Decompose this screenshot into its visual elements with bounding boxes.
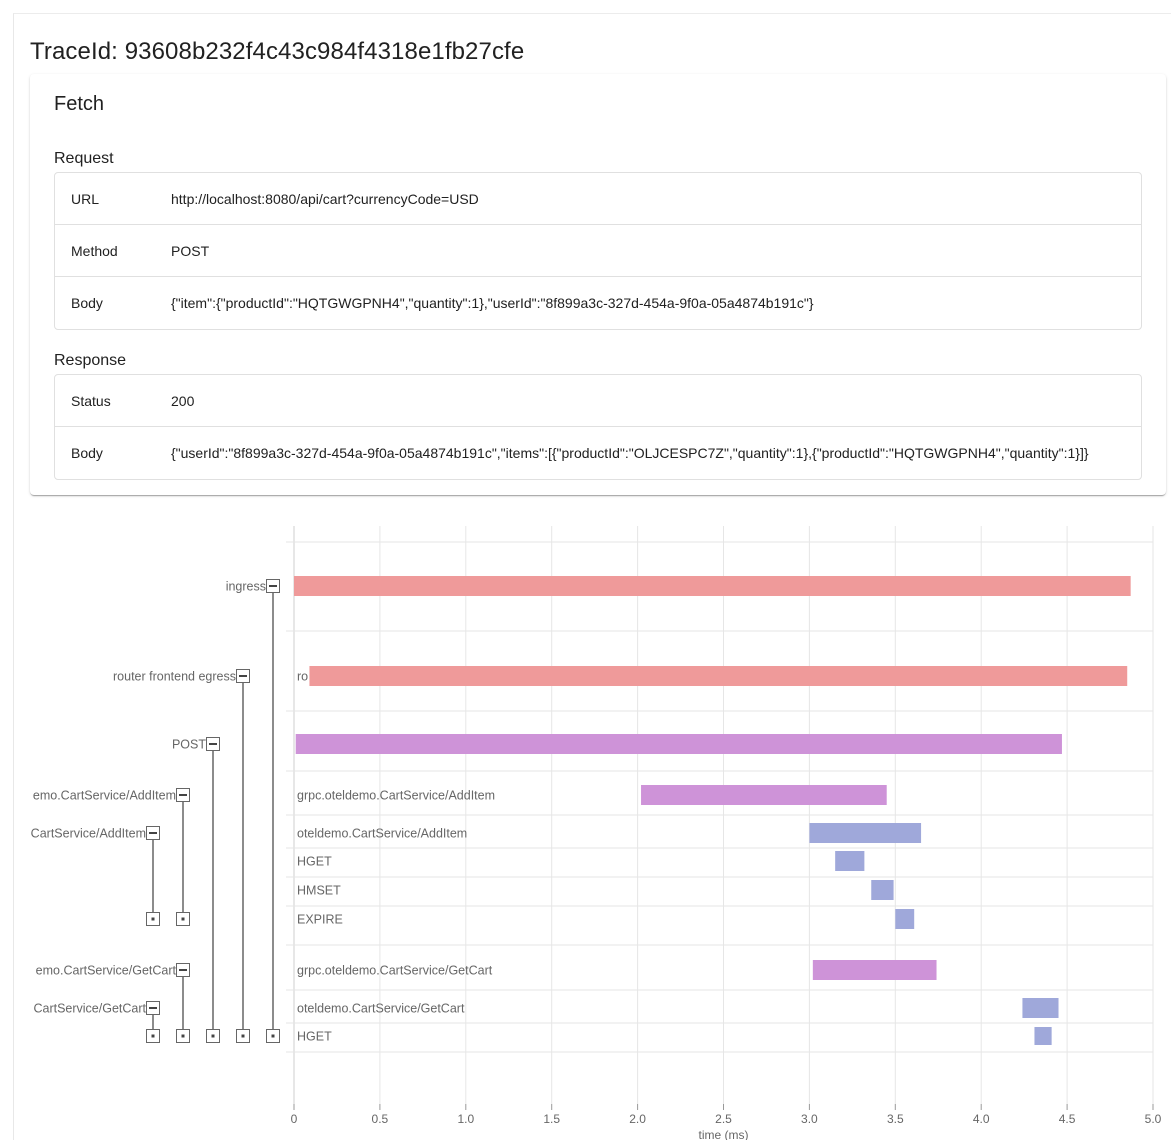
- page-frame: [13, 13, 1171, 1140]
- span-bar-label: oteldemo.CartService/GetCart: [297, 1002, 465, 1016]
- leaf-dot: [241, 1034, 245, 1038]
- leaf-node-icon[interactable]: [176, 912, 190, 926]
- leaf-dot: [271, 1034, 275, 1038]
- leaf-node-icon[interactable]: [266, 1029, 280, 1043]
- leaf-node-icon[interactable]: [236, 1029, 250, 1043]
- leaf-node-icon[interactable]: [176, 1029, 190, 1043]
- leaf-node-icon[interactable]: [146, 1029, 160, 1043]
- request-section-label: Request: [54, 150, 114, 167]
- x-tick-label: 3.0: [801, 1112, 818, 1126]
- span-bar[interactable]: [295, 734, 1062, 754]
- x-tick-label: 0.5: [372, 1112, 389, 1126]
- span-tree-label: POST: [172, 738, 206, 752]
- x-tick-label: 4.0: [973, 1112, 990, 1126]
- leaf-node-icon[interactable]: [206, 1029, 220, 1043]
- span-bar-label: ro: [297, 670, 308, 684]
- leaf-dot: [151, 1034, 155, 1038]
- request-key: Method: [71, 242, 118, 259]
- trace-timeline-svg: 0 0.5 1.0 1.5 2.0 2.5 3.0 3.5 4.0 4.5 5.0 time (ms)…: [31, 526, 1162, 1140]
- span-bar[interactable]: [871, 880, 894, 900]
- leaf-dot: [211, 1034, 215, 1038]
- request-value: http://localhost:8080/api/cart?currencyC…: [171, 190, 479, 207]
- span-bar-label: oteldemo.CartService/AddItem: [297, 827, 467, 841]
- x-tick-label: 1.5: [543, 1112, 560, 1126]
- collapse-toggle-icon[interactable]: [176, 963, 190, 977]
- span-bar-label: grpc.oteldemo.CartService/AddItem: [297, 789, 495, 803]
- x-tick-label: 5.0: [1145, 1112, 1162, 1126]
- x-tick-label: 2.5: [715, 1112, 732, 1126]
- leaf-node-icon[interactable]: [146, 912, 160, 926]
- collapse-toggle-icon[interactable]: [146, 1001, 160, 1015]
- request-table: URL http://localhost:8080/api/cart?curre…: [54, 172, 1142, 330]
- span-bar-overlay: [309, 666, 350, 686]
- request-key: Body: [71, 295, 103, 311]
- x-axis-label: time (ms): [699, 1128, 749, 1140]
- span-bar[interactable]: [809, 823, 922, 843]
- response-key: Status: [71, 392, 111, 409]
- request-key: URL: [71, 190, 100, 207]
- response-key: Body: [71, 445, 103, 461]
- response-value: 200: [171, 392, 195, 409]
- leaf-dot: [151, 917, 155, 921]
- span-bar-label: HGET: [297, 855, 332, 869]
- span-bar-label: EXPIRE: [297, 913, 343, 927]
- request-row-body: Body {"item":{"productId":"HQTGWGPNH4","…: [55, 277, 1141, 329]
- span-bar[interactable]: [641, 785, 887, 805]
- span-tree-label: CartService/AddItem: [31, 827, 146, 841]
- span-bar-label: HGET: [297, 1030, 332, 1044]
- x-tick-label: 1.0: [457, 1112, 474, 1126]
- span-tree-label: router frontend egress: [113, 670, 236, 684]
- response-value: {"userId":"8f899a3c-327d-454a-9f0a-05a48…: [171, 445, 1089, 461]
- fetch-title: Fetch: [54, 93, 105, 115]
- x-tick-label: 3.5: [887, 1112, 904, 1126]
- span-tree-label: emo.CartService/AddItem: [33, 789, 176, 803]
- request-value: POST: [171, 242, 210, 259]
- trace-id-title: TraceId: 93608b232f4c43c984f4318e1fb27cf…: [30, 38, 525, 65]
- collapse-toggle-icon[interactable]: [146, 826, 160, 840]
- x-tick-label: 4.5: [1059, 1112, 1076, 1126]
- span-bar[interactable]: [835, 851, 865, 871]
- span-tree-label: CartService/GetCart: [33, 1002, 146, 1016]
- response-row-body: Body {"userId":"8f899a3c-327d-454a-9f0a-…: [55, 427, 1141, 479]
- collapse-toggle-icon[interactable]: [176, 788, 190, 802]
- collapse-toggle-icon[interactable]: [206, 737, 220, 751]
- trace-timeline-chart: 0 0.5 1.0 1.5 2.0 2.5 3.0 3.5 4.0 4.5 5.0 time (ms)…: [0, 500, 1171, 1140]
- leaf-dot: [181, 917, 185, 921]
- collapse-toggle-icon[interactable]: [236, 669, 250, 683]
- span-bar[interactable]: [294, 576, 1131, 596]
- span-bar[interactable]: [309, 666, 1128, 686]
- response-row-status: Status 200: [55, 375, 1141, 427]
- span-bar[interactable]: [812, 960, 937, 980]
- response-table: Status 200 Body {"userId":"8f899a3c-327d…: [54, 374, 1142, 480]
- leaf-dot: [181, 1034, 185, 1038]
- span-tree-label: emo.CartService/GetCart: [36, 964, 177, 978]
- span-bar[interactable]: [1022, 998, 1059, 1018]
- x-tick-label: 0: [291, 1112, 298, 1126]
- response-section-label: Response: [54, 352, 127, 369]
- collapse-toggle-icon[interactable]: [266, 579, 280, 593]
- request-row-url: URL http://localhost:8080/api/cart?curre…: [55, 173, 1141, 225]
- fetch-card: Fetch Request URL http://localhost:8080/…: [30, 74, 1166, 495]
- span-tree-label: ingress: [226, 580, 266, 594]
- x-tick-label: 2.0: [629, 1112, 646, 1126]
- span-bar-label: grpc.oteldemo.CartService/GetCart: [297, 964, 493, 978]
- span-bar[interactable]: [895, 909, 915, 929]
- span-bar[interactable]: [1034, 1027, 1052, 1045]
- request-value: {"item":{"productId":"HQTGWGPNH4","quant…: [171, 295, 814, 311]
- request-row-method: Method POST: [55, 225, 1141, 277]
- span-bar-label: HMSET: [297, 884, 341, 898]
